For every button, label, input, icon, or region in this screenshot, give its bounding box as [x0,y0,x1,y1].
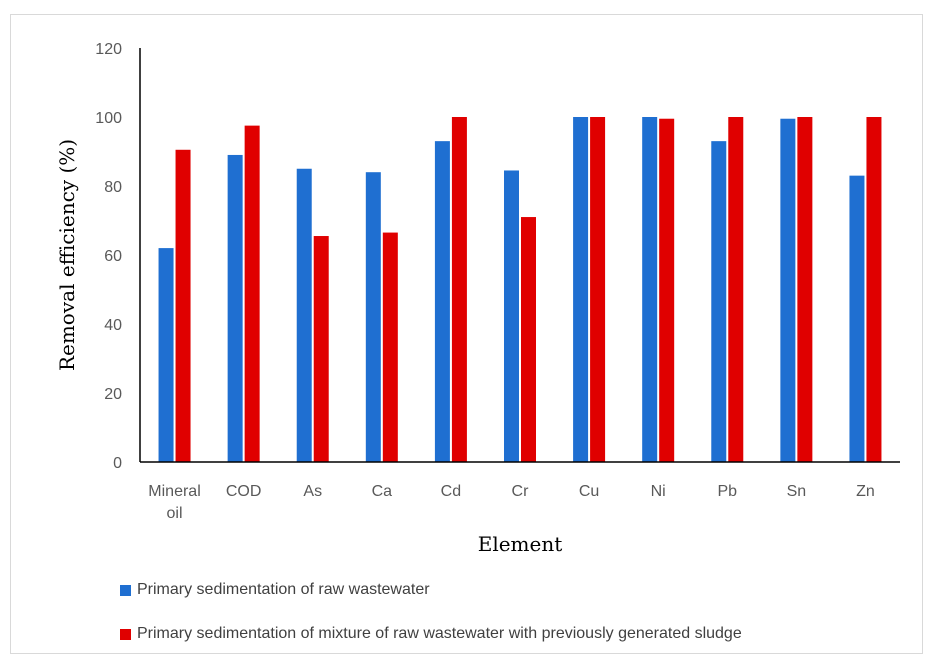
bar-series-1 [158,248,174,462]
y-tick-label: 20 [104,386,122,403]
x-category-label: Cr [512,483,530,500]
bar-series-1 [573,117,589,462]
x-category-label: As [303,483,322,500]
y-tick-label: 60 [104,248,122,265]
x-category-label: COD [226,483,262,500]
x-category-label: Pb [717,483,737,500]
legend-label-series-1: Primary sedimentation of raw wastewater [137,581,430,598]
bars [158,117,882,462]
x-category-label: Ni [651,483,666,500]
bar-series-2 [521,217,536,462]
bar-series-2 [382,232,398,462]
x-category-label: Zn [856,483,875,500]
bar-series-2 [244,125,260,462]
y-axis-title: Removal efficiency (%) [55,139,79,371]
legend: Primary sedimentation of raw wastewater … [120,580,742,668]
bar-series-1 [296,168,312,462]
bar-series-1 [711,141,727,462]
bar-series-2 [590,117,606,462]
y-tick-label: 0 [113,455,122,472]
bar-series-2 [175,149,191,462]
x-category-label: Cd [441,483,461,500]
bar-series-2 [659,118,675,462]
legend-label-series-2: Primary sedimentation of mixture of raw … [137,625,742,642]
bar-series-1 [227,154,243,462]
x-axis-title: Element [478,532,563,556]
x-category-label: Cu [579,483,599,500]
bar-series-2 [313,236,329,462]
bar-series-2 [451,117,467,462]
bar-series-1 [504,170,519,462]
bar-chart: 0 20 40 60 80 100 120 Mineral oil COD As Ca Cd Cr Cu N… [55,41,900,556]
legend-item-series-2: Primary sedimentation of mixture of raw … [120,624,742,644]
bar-series-1 [849,175,865,462]
legend-item-series-1: Primary sedimentation of raw wastewater [120,580,742,600]
x-category-label: Sn [787,483,807,500]
y-tick-label: 100 [95,110,122,127]
x-axis-categories: Mineral oil COD As Ca Cd Cr Cu Ni Pb Sn Zn [148,483,874,522]
y-tick-label: 120 [95,41,122,58]
x-category-label: Ca [372,483,393,500]
bar-series-1 [434,141,450,462]
bar-series-1 [365,172,381,462]
x-category-label: Mineral oil [148,483,200,522]
bar-series-1 [780,118,796,462]
legend-swatch-series-2 [120,628,131,640]
bar-series-2 [866,117,882,462]
y-axis-ticks: 0 20 40 60 80 100 120 [95,41,122,472]
legend-swatch-series-1 [120,584,131,596]
y-tick-label: 80 [104,179,122,196]
bar-series-2 [728,117,744,462]
bar-series-2 [797,117,813,462]
y-tick-label: 40 [104,317,122,334]
bar-series-1 [642,117,658,462]
